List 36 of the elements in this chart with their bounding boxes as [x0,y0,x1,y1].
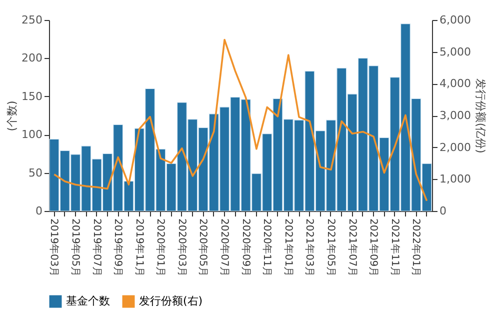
x-tick-label: 2021年07月 [346,218,358,277]
x-tick-label: 2021年01月 [282,218,294,277]
y2-tick-label: 2,000 [440,140,471,154]
x-tick-label: 2020年07月 [218,218,231,277]
x-tick-label: 2019年09月 [112,218,124,277]
x-tick-label: 2019年05月 [70,218,82,277]
x-tick-label: 2021年09月 [368,218,380,277]
y-axis-title: (个数) [6,100,19,132]
y-tick-label: 50 [28,166,42,180]
x-tick-label: 2020年03月 [176,218,188,277]
y2-tick-label: 0 [440,204,446,218]
x-tick-label: 2020年09月 [240,218,252,277]
y2-tick-label: 1,000 [440,172,471,186]
y2-tick-label: 5,000 [440,45,471,58]
x-tick-label: 2019年07月 [90,218,103,277]
y-tick-label: 0 [36,204,42,218]
y-tick-label: 150 [22,90,42,103]
legend-label: 基金个数 [66,294,110,308]
y2-tick-label: 6,000 [440,14,471,26]
y2-axis-title: 发行份额(亿份) [474,78,487,154]
x-tick-label: 2022年01月 [410,218,422,277]
x-tick-label: 2020年11月 [261,218,274,277]
x-tick-label: 2021年05月 [324,218,337,277]
line-series [53,38,428,202]
x-tick-label: 2019年11月 [133,218,146,277]
y-tick-label: 250 [22,14,42,26]
x-tick-label: 2019年03月 [48,218,60,277]
x-tick-label: 2020年05月 [197,218,210,277]
y-tick-label: 100 [22,128,42,142]
x-tick-label: 2021年03月 [304,218,316,277]
y2-tick-label: 3,000 [440,109,471,122]
legend-label: 发行份额(右) [139,294,203,308]
x-tick-label: 2020年01月 [154,218,167,277]
y-tick-label: 200 [22,52,42,65]
y2-tick-label: 4,000 [440,77,471,90]
x-tick-label: 2021年11月 [388,218,401,277]
